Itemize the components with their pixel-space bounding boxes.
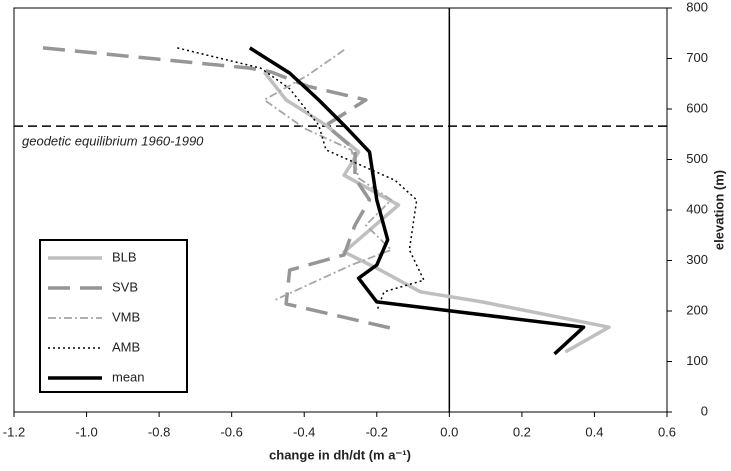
x-tick-label: -0.2 <box>366 424 388 439</box>
series-line <box>248 46 586 356</box>
series-line <box>263 49 393 301</box>
y-tick-label: 200 <box>686 302 708 317</box>
annotation: geodetic equilibrium 1960-1990 <box>22 133 204 148</box>
x-tick-label: -1.0 <box>75 424 97 439</box>
y-tick-label: 300 <box>686 252 708 267</box>
x-tick-label: 0.4 <box>585 424 603 439</box>
legend-label: VMB <box>112 309 140 324</box>
y-tick-label: 500 <box>686 151 708 166</box>
y-tick-label: 0 <box>701 403 708 418</box>
x-tick-label: 0.2 <box>513 424 531 439</box>
x-tick-label: -0.6 <box>220 424 242 439</box>
y-tick-label: 600 <box>686 100 708 115</box>
x-axis-title: change in dh/dt (m a⁻¹) <box>269 447 411 462</box>
legend-label: BLB <box>112 249 137 264</box>
y-tick-label: 400 <box>686 201 708 216</box>
x-tick-label: 0.6 <box>658 424 676 439</box>
series-line <box>177 47 425 312</box>
y-axis-title: elevation (m) <box>711 170 726 250</box>
y-tick-label: 800 <box>686 0 708 14</box>
x-tick-label: 0.0 <box>440 424 458 439</box>
x-tick-label: -0.8 <box>148 424 170 439</box>
x-tick-label: -0.4 <box>293 424 315 439</box>
legend-label: AMB <box>112 339 140 354</box>
y-tick-label: 700 <box>686 50 708 65</box>
legend-label: mean <box>112 369 145 384</box>
legend <box>39 239 188 393</box>
series-line <box>262 71 611 354</box>
legend-label: SVB <box>112 279 138 294</box>
x-tick-label: -1.2 <box>3 424 25 439</box>
y-tick-label: 100 <box>686 353 708 368</box>
